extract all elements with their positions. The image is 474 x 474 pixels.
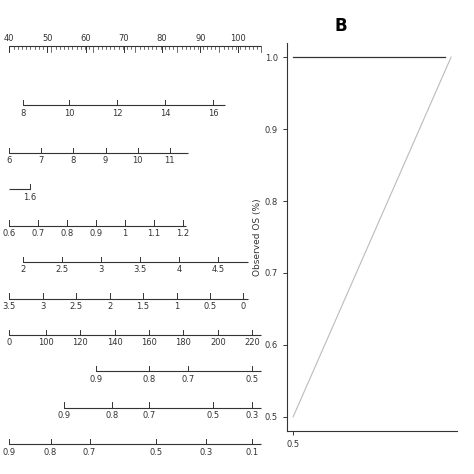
- Text: 0: 0: [7, 338, 12, 347]
- Text: 120: 120: [73, 338, 88, 347]
- Text: 0.9: 0.9: [3, 447, 16, 456]
- Text: 9: 9: [103, 156, 108, 165]
- Text: 1.2: 1.2: [176, 229, 189, 238]
- Text: 8: 8: [20, 109, 26, 118]
- Text: B: B: [335, 17, 347, 35]
- Text: 2: 2: [20, 265, 26, 274]
- Text: 0.5: 0.5: [207, 411, 220, 420]
- Text: 0.3: 0.3: [246, 411, 259, 420]
- Text: 60: 60: [81, 34, 91, 43]
- Text: 200: 200: [210, 338, 226, 347]
- Text: 160: 160: [141, 338, 157, 347]
- Text: 4.5: 4.5: [211, 265, 224, 274]
- Text: 0.5: 0.5: [246, 375, 259, 383]
- Text: 10: 10: [132, 156, 143, 165]
- Text: 8: 8: [71, 156, 76, 165]
- Text: 0.5: 0.5: [149, 447, 163, 456]
- Text: 0.7: 0.7: [32, 229, 45, 238]
- Text: 0: 0: [241, 302, 246, 311]
- Text: 220: 220: [244, 338, 260, 347]
- Y-axis label: Observed OS (%): Observed OS (%): [253, 198, 262, 276]
- Text: 0.8: 0.8: [143, 375, 155, 383]
- Text: 0.9: 0.9: [90, 229, 102, 238]
- Text: 0.7: 0.7: [143, 411, 155, 420]
- Text: 11: 11: [164, 156, 175, 165]
- Text: 4: 4: [176, 265, 182, 274]
- Text: 12: 12: [112, 109, 122, 118]
- Text: 180: 180: [175, 338, 191, 347]
- Text: 90: 90: [195, 34, 206, 43]
- Text: 0.7: 0.7: [182, 375, 195, 383]
- Text: 1.6: 1.6: [23, 193, 36, 201]
- Text: 50: 50: [42, 34, 53, 43]
- Text: 0.1: 0.1: [246, 447, 259, 456]
- Text: 2.5: 2.5: [55, 265, 69, 274]
- Text: 140: 140: [107, 338, 123, 347]
- Text: 1.1: 1.1: [147, 229, 160, 238]
- Text: 0.7: 0.7: [83, 447, 96, 456]
- Text: 3: 3: [40, 302, 46, 311]
- Text: 3: 3: [98, 265, 104, 274]
- Text: 0.6: 0.6: [3, 229, 16, 238]
- Text: 3.5: 3.5: [3, 302, 16, 311]
- Text: 70: 70: [118, 34, 129, 43]
- Text: 0.8: 0.8: [106, 411, 119, 420]
- Text: 6: 6: [7, 156, 12, 165]
- Text: 40: 40: [4, 34, 15, 43]
- Text: 0.8: 0.8: [44, 447, 57, 456]
- Text: 0.3: 0.3: [200, 447, 213, 456]
- Text: 0.9: 0.9: [90, 375, 103, 383]
- Text: 1.5: 1.5: [137, 302, 150, 311]
- Text: 0.9: 0.9: [58, 411, 71, 420]
- Text: 100: 100: [38, 338, 54, 347]
- Text: 16: 16: [208, 109, 219, 118]
- Text: 2.5: 2.5: [70, 302, 83, 311]
- Text: 7: 7: [39, 156, 44, 165]
- Text: 0.5: 0.5: [203, 302, 217, 311]
- Text: 1: 1: [122, 229, 128, 238]
- Text: 2: 2: [107, 302, 112, 311]
- Text: 1: 1: [174, 302, 179, 311]
- Text: 3.5: 3.5: [133, 265, 146, 274]
- Text: 14: 14: [160, 109, 170, 118]
- Text: 0.8: 0.8: [60, 229, 73, 238]
- Text: 80: 80: [156, 34, 167, 43]
- Text: 100: 100: [230, 34, 246, 43]
- Text: 10: 10: [64, 109, 74, 118]
